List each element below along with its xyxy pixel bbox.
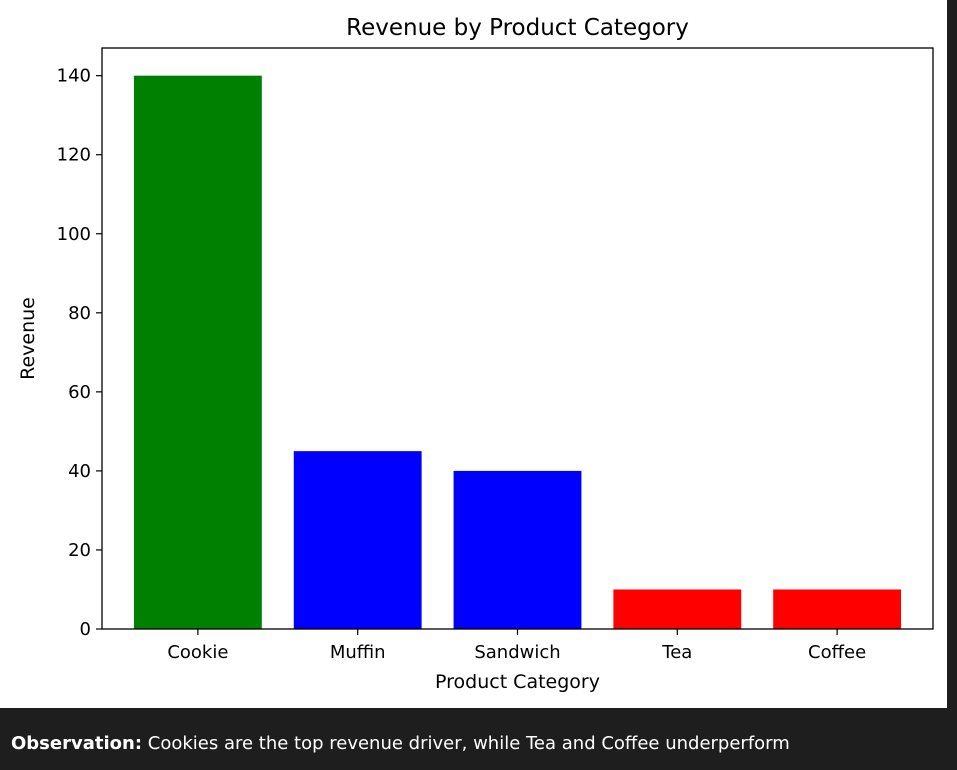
bar-tea <box>613 589 742 629</box>
bars-group <box>133 75 902 629</box>
y-tick-label: 120 <box>57 145 91 166</box>
y-tick-label: 100 <box>57 224 91 245</box>
y-axis-label: Revenue <box>17 297 39 380</box>
y-tick-label: 20 <box>68 540 91 561</box>
observation-body: Cookies are the top revenue driver, whil… <box>142 733 790 754</box>
chart-panel: Revenue by Product Category 0 20 40 60 80 100… <box>0 0 947 708</box>
y-tick-label: 40 <box>68 461 91 482</box>
x-axis-label: Product Category <box>435 671 600 693</box>
bar-sandwich <box>453 470 582 629</box>
y-tick-label: 0 <box>80 619 91 640</box>
x-tick-label: Sandwich <box>474 642 560 663</box>
bar-chart: Revenue by Product Category 0 20 40 60 80 100… <box>17 15 934 693</box>
x-tick-label: Coffee <box>808 642 866 663</box>
observation-label: Observation: <box>11 733 143 754</box>
y-tick-label: 60 <box>68 382 91 403</box>
x-axis-ticks: Cookie Muffin Sandwich Tea Coffee <box>167 629 866 663</box>
x-tick-label: Tea <box>661 642 692 663</box>
bar-cookie <box>133 75 262 629</box>
plot-frame <box>101 47 934 630</box>
chart-title: Revenue by Product Category <box>346 15 689 41</box>
bar-coffee <box>773 589 902 629</box>
x-tick-label: Muffin <box>330 642 386 663</box>
y-tick-label: 140 <box>57 66 91 87</box>
y-axis-ticks: 0 20 40 60 80 100 120 140 <box>57 66 102 640</box>
observation-text: Observation: Cookies are the top revenue… <box>11 733 790 754</box>
bar-muffin <box>293 451 422 629</box>
y-tick-label: 80 <box>68 303 91 324</box>
x-tick-label: Cookie <box>167 642 228 663</box>
